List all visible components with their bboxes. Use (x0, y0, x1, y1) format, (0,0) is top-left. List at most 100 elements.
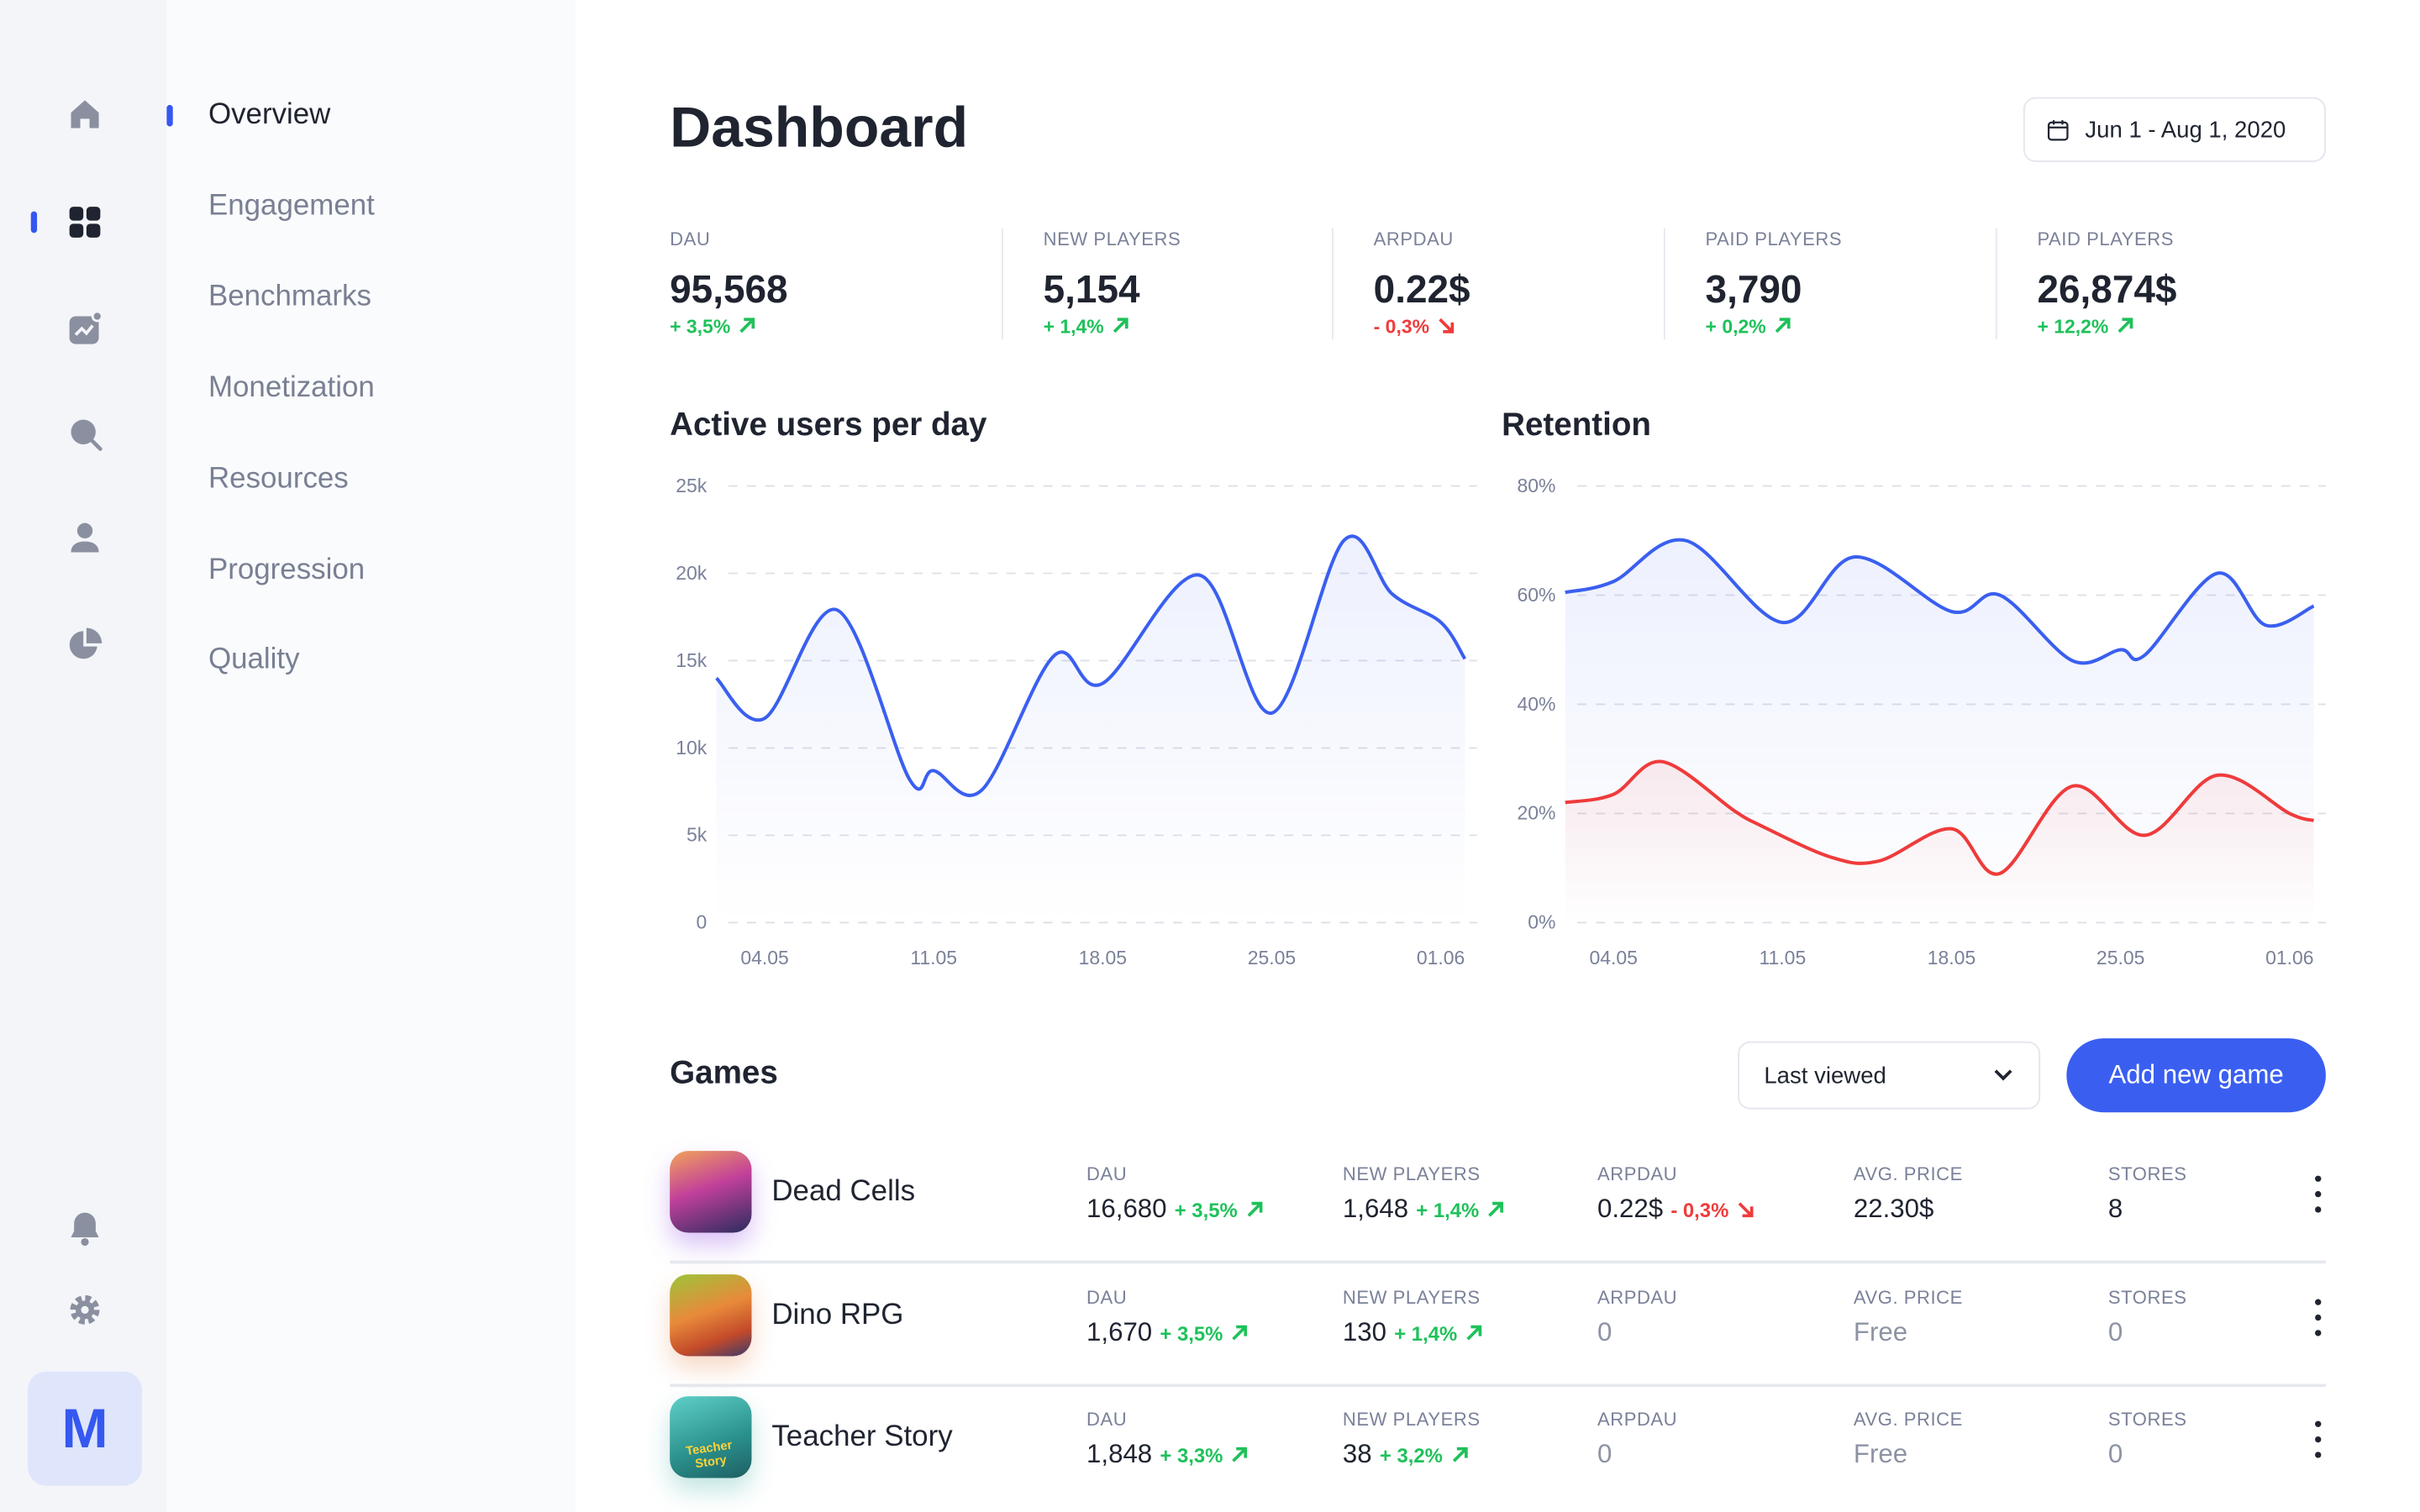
stat-label: ARPDAU (1597, 1163, 1678, 1185)
sort-dropdown[interactable]: Last viewed (1738, 1041, 2041, 1110)
series-line (715, 534, 1467, 797)
arrow-up-right-icon (1776, 318, 1791, 333)
stat-change: + 1,4% (1416, 1199, 1505, 1222)
kpi-card: PAID PLAYERS 3,790 + 0,2% (1706, 228, 1843, 339)
series-area (716, 536, 1465, 923)
stat-value: Free (1853, 1316, 1908, 1347)
game-stat: NEW PLAYERS 130 + 1,4% (1343, 1286, 1484, 1347)
stat-change-value: + 3,5% (1160, 1321, 1223, 1345)
stat-value: 1,670 (1086, 1316, 1153, 1347)
stat-change: + 3,3% (1160, 1444, 1249, 1467)
more-options-icon[interactable] (2309, 1175, 2328, 1213)
x-tick-label: 11.05 (910, 947, 957, 969)
stat-change-value: + 3,5% (1174, 1199, 1238, 1222)
y-tick-label: 40% (1517, 693, 1555, 715)
nav-item-progression[interactable]: Progression (208, 554, 366, 586)
dashboard-icon[interactable] (65, 202, 105, 243)
nav-item-overview[interactable]: Overview (208, 98, 331, 132)
game-row[interactable]: Dead Cells DAU 16,680 + 3,5% NEW PLAYERS 1,6… (670, 1142, 2328, 1264)
game-stat: NEW PLAYERS 38 + 3,2% (1343, 1409, 1481, 1470)
stat-label: ARPDAU (1597, 1285, 1678, 1308)
chevron-down-icon (1994, 1069, 2012, 1081)
stat-value: Free (1853, 1439, 1908, 1469)
kpi-value: 5,154 (1043, 268, 1140, 312)
stat-value: 0.22$ (1597, 1194, 1664, 1224)
kpi-change: + 1,4% (1043, 316, 1181, 339)
nav-item-benchmarks[interactable]: Benchmarks (208, 281, 371, 313)
series-line (1565, 759, 2315, 876)
kpi-divider (1663, 228, 1665, 340)
stat-change-value: - 0,3% (1670, 1199, 1729, 1222)
series-line (1565, 538, 2315, 665)
stat-label: AVG. PRICE (1853, 1285, 1963, 1308)
y-tick-label: 20% (1517, 802, 1555, 824)
kpi-label: PAID PLAYERS (2037, 228, 2175, 250)
kpi-change-value: + 0,2% (1705, 316, 1766, 339)
arrow-up-right-icon (1232, 1324, 1248, 1340)
kpi-change-value: - 0,3% (1373, 316, 1430, 339)
arrow-up-right-icon (1247, 1201, 1263, 1217)
more-options-icon[interactable] (2309, 1420, 2328, 1458)
game-stat: ARPDAU 0 (1597, 1286, 1677, 1347)
kpi-card: ARPDAU 0.22$ - 0,3% (1374, 228, 1470, 339)
stat-label: NEW PLAYERS (1342, 1408, 1481, 1431)
kpi-label: ARPDAU (1373, 228, 1454, 250)
game-stat: STORES 8 (2108, 1163, 2187, 1225)
kpi-card: NEW PLAYERS 5,154 + 1,4% (1044, 228, 1181, 339)
gear-icon[interactable] (65, 1289, 105, 1330)
game-name[interactable]: Dino RPG (771, 1298, 904, 1331)
page-title: Dashboard (670, 95, 969, 160)
kpi-card: PAID PLAYERS 26,874$ + 12,2% (2037, 228, 2176, 339)
game-stat: AVG. PRICE Free (1854, 1286, 1963, 1347)
stat-label: NEW PLAYERS (1342, 1285, 1481, 1308)
x-tick-label: 11.05 (1760, 947, 1807, 969)
game-row[interactable]: Dino RPG DAU 1,670 + 3,5% NEW PLAYERS 130 + 1… (670, 1264, 2328, 1387)
stat-label: STORES (2107, 1163, 2187, 1185)
more-options-icon[interactable] (2309, 1298, 2328, 1336)
nav-item-quality[interactable]: Quality (208, 643, 300, 676)
stat-value: 1,648 (1342, 1194, 1409, 1224)
avatar[interactable]: M (28, 1371, 142, 1486)
y-tick-label: 60% (1517, 584, 1555, 606)
kpi-label: PAID PLAYERS (1705, 228, 1843, 250)
arrow-up-right-icon (1452, 1446, 1468, 1462)
analytics-icon[interactable] (65, 308, 105, 349)
game-name[interactable]: Teacher Story (771, 1420, 953, 1454)
stat-change: - 0,3% (1670, 1199, 1754, 1222)
arrow-up-right-icon (1232, 1446, 1248, 1462)
game-stat: STORES 0 (2108, 1286, 2187, 1347)
date-range-picker[interactable]: Jun 1 - Aug 1, 2020 (2023, 97, 2326, 162)
y-tick-label: 80% (1517, 475, 1555, 496)
x-tick-label: 25.05 (2096, 947, 2144, 969)
add-new-game-button[interactable]: Add new game (2066, 1038, 2326, 1113)
kpi-change: + 12,2% (2037, 317, 2176, 338)
kpi-change: + 0,2% (1705, 316, 1843, 339)
y-tick-label: 0 (696, 911, 707, 933)
retention-chart: 0% 20% 40% 60% 80% 04.05 11.05 18.05 25.05 01.06 (1517, 475, 2326, 969)
bell-icon[interactable] (65, 1208, 105, 1248)
kpi-card: DAU 95,568 + 3,5% (670, 228, 787, 339)
icon-logo-text: Teacher Story (685, 1437, 734, 1471)
kpi-change-value: + 3,5% (670, 316, 731, 339)
game-name[interactable]: Dead Cells (771, 1175, 916, 1209)
pie-chart-icon[interactable] (65, 625, 105, 665)
chart-title: Active users per day (670, 407, 987, 444)
kpi-label: DAU (670, 228, 711, 250)
nav-item-resources[interactable]: Resources (208, 463, 349, 496)
stat-label: NEW PLAYERS (1342, 1163, 1481, 1185)
search-icon[interactable] (65, 413, 105, 454)
kpi-value: 3,790 (1705, 268, 1802, 312)
user-icon[interactable] (65, 517, 105, 557)
stat-value: 38 (1342, 1439, 1372, 1469)
kpi-change-value: + 1,4% (1043, 316, 1104, 339)
nav-item-monetization[interactable]: Monetization (208, 371, 375, 405)
nav-item-engagement[interactable]: Engagement (208, 189, 375, 223)
y-tick-label: 0% (1528, 911, 1555, 933)
home-icon[interactable] (65, 94, 105, 134)
stat-change: + 3,2% (1380, 1444, 1469, 1467)
game-row[interactable]: Teacher Story Teacher Story DAU 1,848 + 3,… (670, 1387, 2326, 1509)
stat-label: STORES (2107, 1285, 2187, 1308)
kpi-divider (1995, 228, 1997, 340)
kpi-value: 95,568 (670, 268, 788, 312)
sort-value: Last viewed (1764, 1062, 1886, 1089)
